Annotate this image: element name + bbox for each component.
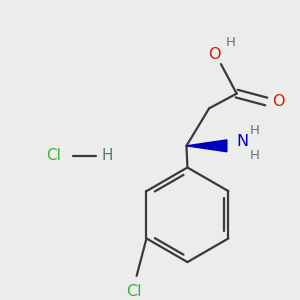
Text: Cl: Cl xyxy=(46,148,61,163)
Text: H: H xyxy=(250,149,260,162)
Text: O: O xyxy=(208,47,220,62)
Polygon shape xyxy=(187,140,227,152)
Text: H: H xyxy=(250,124,260,136)
Text: N: N xyxy=(237,134,249,149)
Text: H: H xyxy=(226,36,236,49)
Text: Cl: Cl xyxy=(126,284,142,299)
Text: O: O xyxy=(272,94,284,109)
Text: H: H xyxy=(102,148,113,163)
